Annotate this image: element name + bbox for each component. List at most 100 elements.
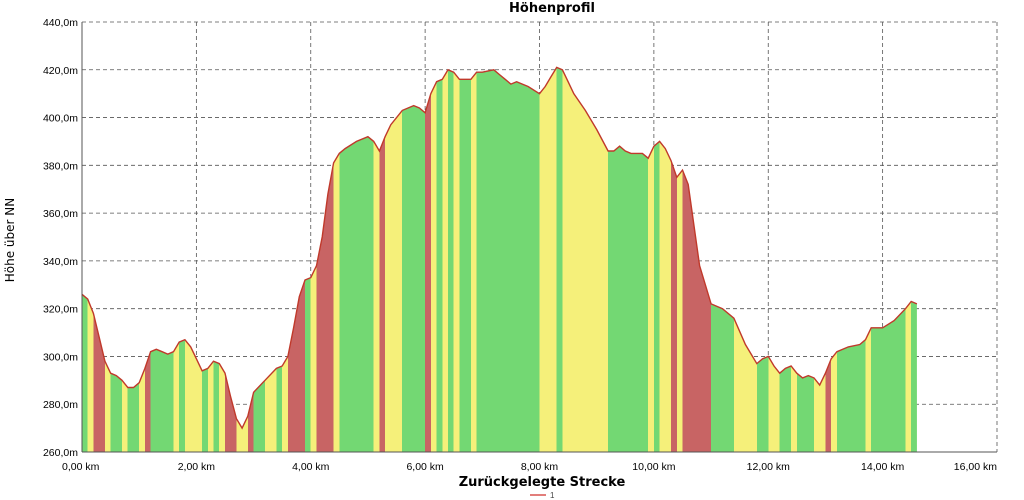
- data-point: [836, 351, 837, 352]
- y-tick-label: 300,0m: [43, 351, 78, 363]
- x-tick-label: 8,00 km: [521, 461, 559, 473]
- data-point: [596, 129, 597, 130]
- data-point: [196, 358, 197, 359]
- data-point: [207, 368, 208, 369]
- data-point: [373, 141, 374, 142]
- data-point: [345, 148, 346, 149]
- data-point: [619, 146, 620, 147]
- data-point: [425, 112, 426, 113]
- data-point: [693, 225, 694, 226]
- data-point: [322, 236, 323, 237]
- data-point: [545, 86, 546, 87]
- data-point: [419, 107, 420, 108]
- data-point: [253, 392, 254, 393]
- data-point: [453, 72, 454, 73]
- data-point: [493, 69, 494, 70]
- data-point: [745, 344, 746, 345]
- data-point: [470, 79, 471, 80]
- data-point: [894, 320, 895, 321]
- data-point: [236, 418, 237, 419]
- elevation-line: [81, 66, 918, 430]
- data-point: [99, 337, 100, 338]
- data-point: [648, 158, 649, 159]
- y-tick-label: 400,0m: [43, 113, 78, 125]
- data-point: [202, 370, 203, 371]
- chart-title: Höhenprofil: [509, 1, 595, 16]
- data-point: [482, 72, 483, 73]
- y-tick-label: 360,0m: [43, 208, 78, 220]
- data-point: [242, 428, 243, 429]
- data-point: [562, 69, 563, 70]
- x-tick-label: 16,00 km: [954, 461, 997, 473]
- data-point: [144, 368, 145, 369]
- data-point: [287, 356, 288, 357]
- data-point: [819, 385, 820, 386]
- data-point: [430, 93, 431, 94]
- data-point: [768, 356, 769, 357]
- data-point: [356, 141, 357, 142]
- data-point: [871, 327, 872, 328]
- data-point: [110, 373, 111, 374]
- data-point: [121, 380, 122, 381]
- data-point: [282, 365, 283, 366]
- data-point: [848, 346, 849, 347]
- x-tick-label: 14,00 km: [861, 461, 904, 473]
- data-point: [127, 387, 128, 388]
- x-tick-label: 0,00 km: [62, 461, 100, 473]
- data-point: [859, 344, 860, 345]
- data-point: [190, 346, 191, 347]
- data-point: [184, 339, 185, 340]
- data-point: [688, 184, 689, 185]
- data-point: [213, 361, 214, 362]
- data-point: [733, 318, 734, 319]
- data-point: [516, 81, 517, 82]
- data-point: [310, 277, 311, 278]
- elevation-fill: [82, 67, 917, 453]
- data-point: [911, 301, 912, 302]
- x-tick-label: 4,00 km: [292, 461, 330, 473]
- data-point: [528, 86, 529, 87]
- data-point: [219, 363, 220, 364]
- data-point: [156, 349, 157, 350]
- data-point: [459, 79, 460, 80]
- data-point: [167, 354, 168, 355]
- data-point: [802, 377, 803, 378]
- data-point: [796, 373, 797, 374]
- data-point: [653, 146, 654, 147]
- data-point: [556, 67, 557, 68]
- data-point: [762, 358, 763, 359]
- data-point: [831, 358, 832, 359]
- legend-label-1: 1: [550, 491, 555, 500]
- x-axis-label: Zurückgelegte Strecke: [459, 475, 626, 490]
- data-point: [339, 153, 340, 154]
- data-point: [390, 124, 391, 125]
- data-point: [608, 150, 609, 151]
- data-point: [613, 150, 614, 151]
- data-point: [413, 105, 414, 106]
- data-point: [699, 265, 700, 266]
- data-point: [436, 81, 437, 82]
- elevation-area: [81, 66, 918, 453]
- legend: 1: [530, 491, 555, 500]
- data-point: [276, 368, 277, 369]
- data-point: [905, 308, 906, 309]
- data-point: [402, 110, 403, 111]
- data-point: [327, 193, 328, 194]
- data-point: [304, 279, 305, 280]
- data-point: [173, 351, 174, 352]
- data-point: [247, 416, 248, 417]
- data-point: [779, 373, 780, 374]
- data-point: [539, 93, 540, 94]
- data-point: [224, 373, 225, 374]
- data-point: [808, 375, 809, 376]
- data-point: [825, 373, 826, 374]
- y-tick-label: 420,0m: [43, 65, 78, 77]
- data-point: [711, 303, 712, 304]
- data-point: [150, 351, 151, 352]
- data-point: [476, 72, 477, 73]
- y-tick-label: 440,0m: [43, 17, 78, 29]
- data-point: [568, 81, 569, 82]
- data-point: [442, 79, 443, 80]
- data-point: [299, 296, 300, 297]
